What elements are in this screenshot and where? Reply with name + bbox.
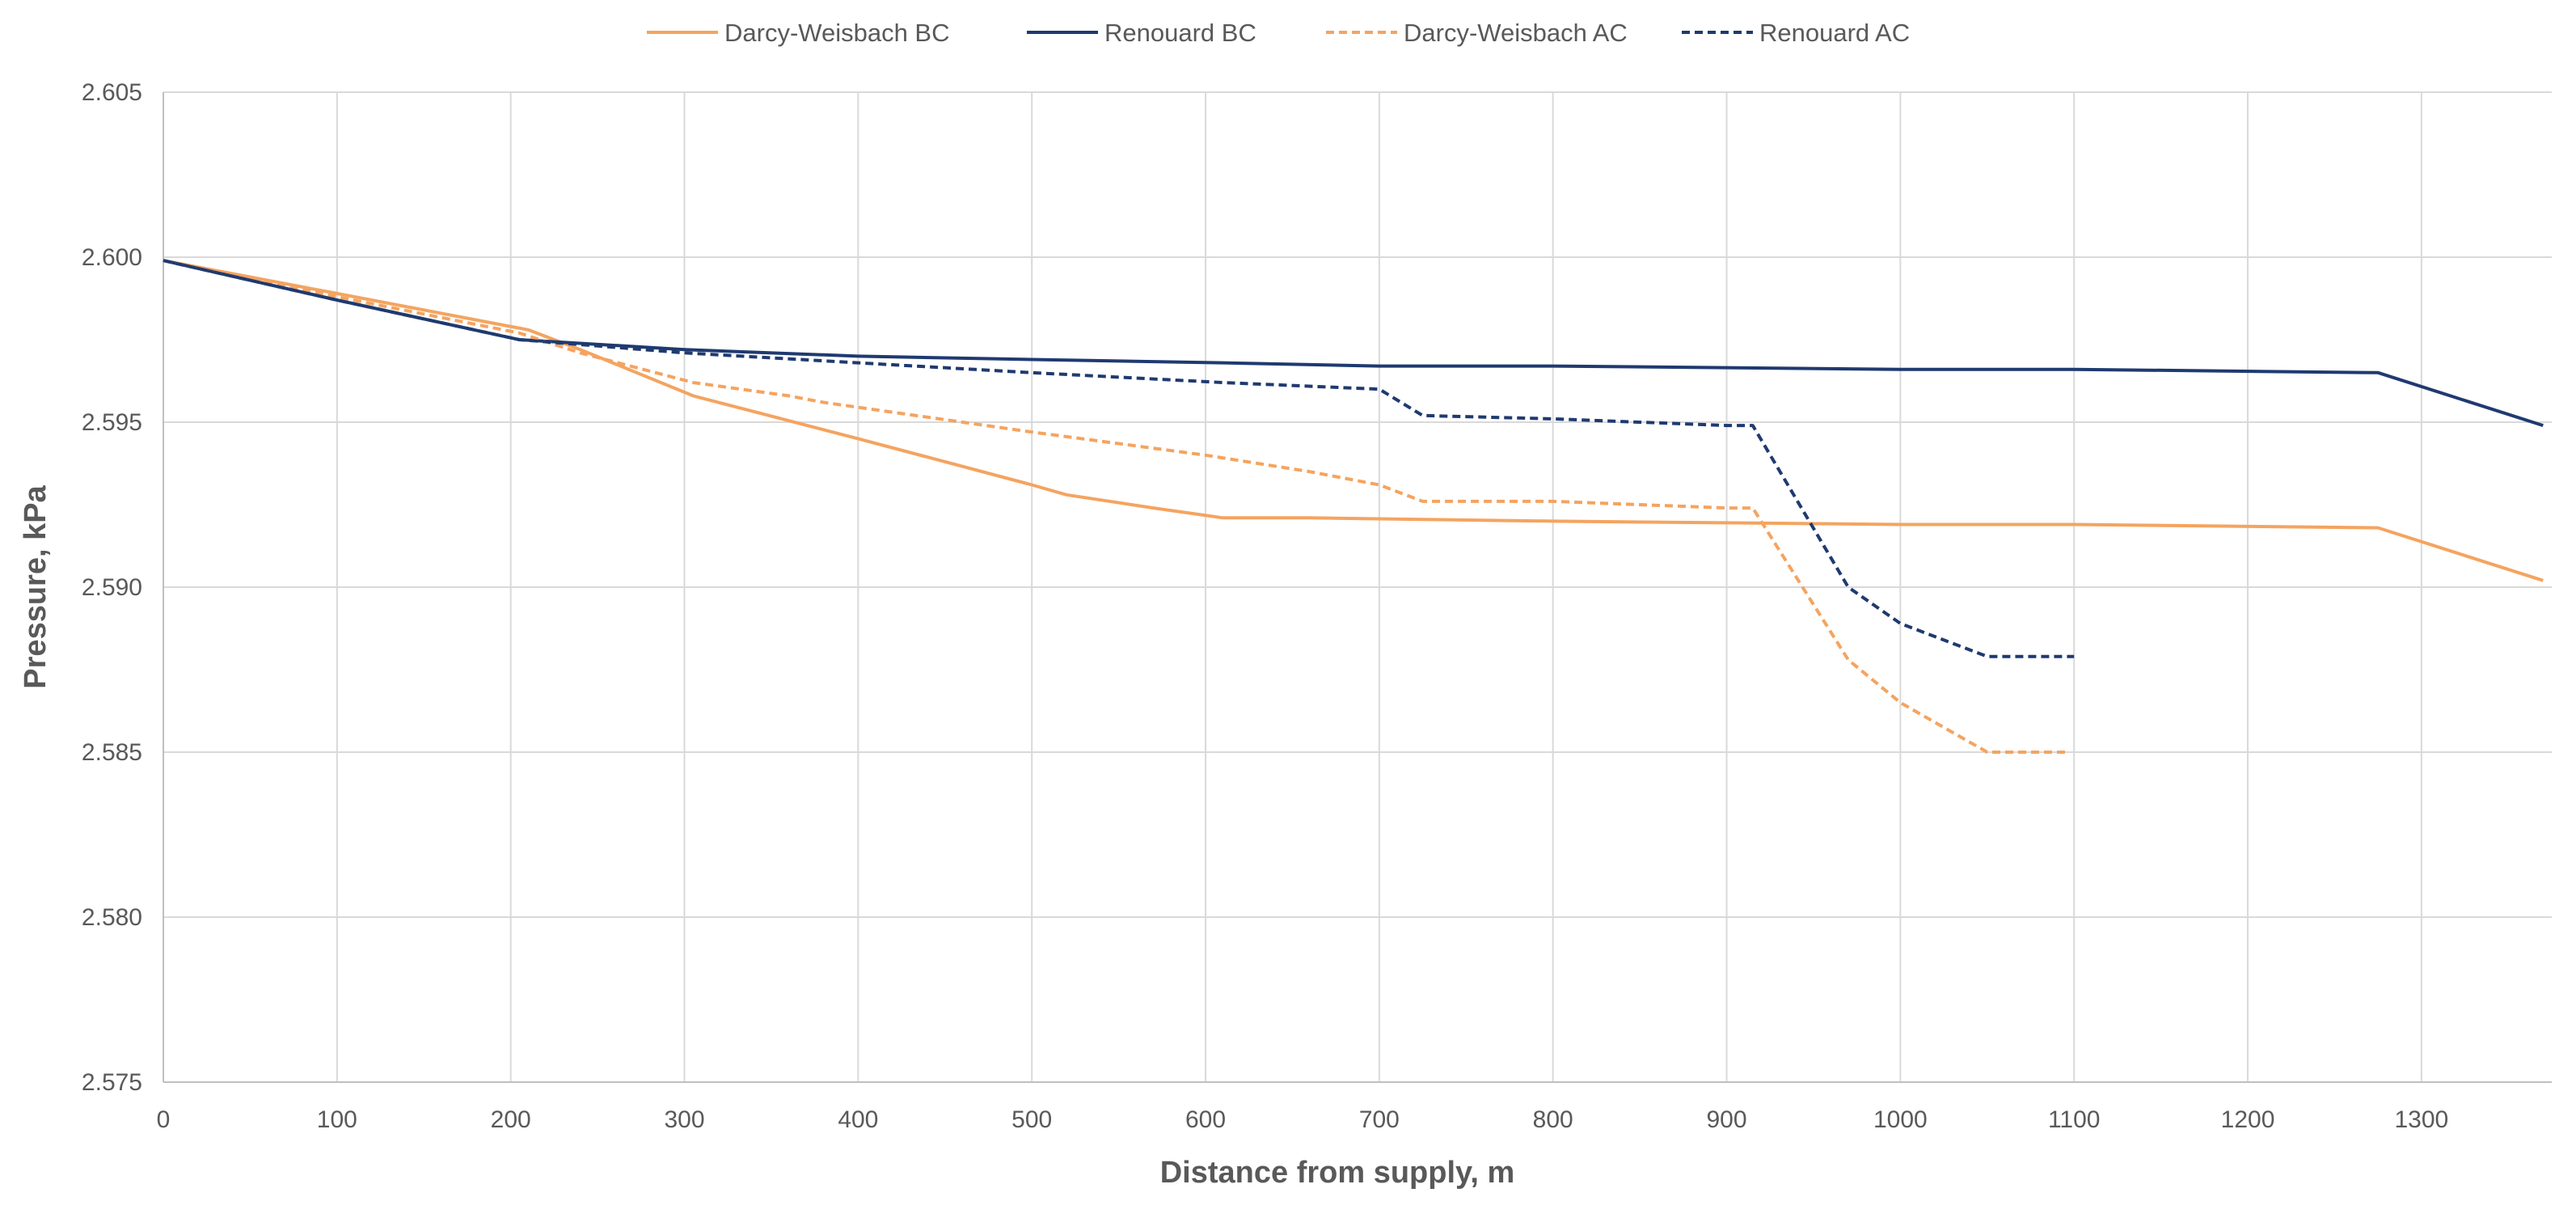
y-tick-label: 2.590 [82, 574, 142, 601]
y-tick-label: 2.595 [82, 409, 142, 436]
x-tick-label: 1100 [2048, 1106, 2101, 1133]
legend-label: Darcy-Weisbach AC [1404, 19, 1628, 47]
tick-labels: 2.575 2.580 2.585 2.590 2.595 2.600 2.605 0 100 2… [82, 79, 2448, 1133]
x-tick-label: 1200 [2221, 1106, 2275, 1133]
x-tick-label: 200 [491, 1106, 531, 1133]
y-tick-label: 2.605 [82, 79, 142, 106]
y-tick-label: 2.585 [82, 739, 142, 766]
legend-label: Darcy-Weisbach BC [724, 19, 950, 47]
legend-label: Renouard BC [1104, 19, 1256, 47]
x-tick-label: 600 [1185, 1106, 1226, 1133]
x-tick-label: 1300 [2394, 1106, 2448, 1133]
x-tick-label: 800 [1533, 1106, 1573, 1133]
y-tick-label: 2.580 [82, 904, 142, 931]
series-lines [163, 259, 2544, 754]
legend-label: Renouard AC [1759, 19, 1910, 47]
x-tick-label: 100 [317, 1106, 357, 1133]
x-tick-label: 300 [664, 1106, 704, 1133]
x-tick-label: 900 [1706, 1106, 1746, 1133]
series-line-renouard-ac [163, 259, 2075, 658]
x-axis-title: Distance from supply, m [1160, 1156, 1515, 1190]
series-line-renouard-bc [163, 259, 2544, 428]
legend: Darcy-Weisbach BC Renouard BC Darcy-Weisba… [647, 19, 1910, 47]
x-tick-label: 0 [157, 1106, 171, 1133]
series-line-darcy-weisbach-ac [163, 259, 2066, 754]
legend-item: Renouard BC [1027, 19, 1256, 47]
x-tick-label: 400 [838, 1106, 878, 1133]
y-tick-label: 2.600 [82, 244, 142, 271]
legend-item: Renouard AC [1682, 19, 1910, 47]
legend-item: Darcy-Weisbach AC [1326, 19, 1628, 47]
legend-item: Darcy-Weisbach BC [647, 19, 950, 47]
x-tick-label: 1000 [1873, 1106, 1928, 1133]
gridlines [163, 91, 2552, 1082]
y-axis-title: Pressure, kPa [19, 484, 53, 688]
axes [163, 92, 2552, 1083]
y-tick-label: 2.575 [82, 1069, 142, 1096]
x-tick-label: 500 [1011, 1106, 1052, 1133]
x-tick-label: 700 [1359, 1106, 1400, 1133]
series-line-darcy-weisbach-bc [163, 259, 2544, 582]
